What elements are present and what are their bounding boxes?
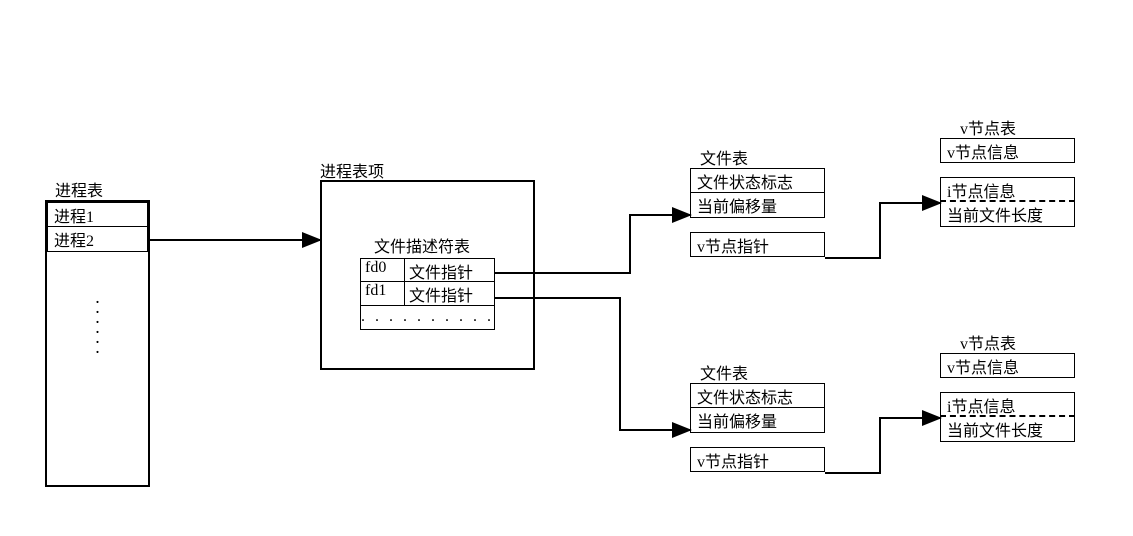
vnode-0-vinfo: v节点信息 xyxy=(940,138,1075,163)
fd-cell-0: fd0 xyxy=(360,258,405,282)
process-table: 进程1 进程2 ...... xyxy=(45,200,150,487)
file-table-1-status: 文件状态标志 xyxy=(690,383,825,408)
file-table-0-offset: 当前偏移量 xyxy=(690,193,825,218)
file-table-0-title: 文件表 xyxy=(700,145,748,169)
file-table-0: 文件状态标志 当前偏移量 v节点指针 xyxy=(690,168,825,257)
file-table-1-title: 文件表 xyxy=(700,360,748,384)
process-table-vdots: ...... xyxy=(47,292,148,352)
vnode-table-1: v节点信息 i节点信息 当前文件长度 xyxy=(940,353,1075,442)
file-table-1-offset: 当前偏移量 xyxy=(690,408,825,433)
fd-ptr-0: 文件指针 xyxy=(405,258,495,282)
fd-table: fd0 文件指针 fd1 文件指针 . . . . . . . . . . xyxy=(360,258,495,330)
fd-ptr-1: 文件指针 xyxy=(405,282,495,306)
process-entry-title: 进程表项 xyxy=(320,158,384,182)
file-table-1-vptr: v节点指针 xyxy=(690,447,825,472)
vnode-0-iinfo: i节点信息 xyxy=(940,177,1075,202)
fd-table-title: 文件描述符表 xyxy=(374,233,470,257)
vnode-table-1-title: v节点表 xyxy=(960,330,1016,354)
fd-table-dots: . . . . . . . . . . xyxy=(360,306,495,330)
file-table-0-status: 文件状态标志 xyxy=(690,168,825,193)
process-table-row-2: 进程2 xyxy=(47,227,148,252)
file-table-0-vptr: v节点指针 xyxy=(690,232,825,257)
vnode-1-iinfo: i节点信息 xyxy=(940,392,1075,417)
process-table-row-1: 进程1 xyxy=(47,202,148,227)
vnode-0-flen: 当前文件长度 xyxy=(940,202,1075,227)
fd-cell-1: fd1 xyxy=(360,282,405,306)
vnode-table-0-title: v节点表 xyxy=(960,115,1016,139)
file-table-1: 文件状态标志 当前偏移量 v节点指针 xyxy=(690,383,825,472)
vnode-1-flen: 当前文件长度 xyxy=(940,417,1075,442)
process-table-title: 进程表 xyxy=(55,177,103,201)
vnode-1-vinfo: v节点信息 xyxy=(940,353,1075,378)
edges-overlay xyxy=(0,0,1133,536)
vnode-table-0: v节点信息 i节点信息 当前文件长度 xyxy=(940,138,1075,227)
